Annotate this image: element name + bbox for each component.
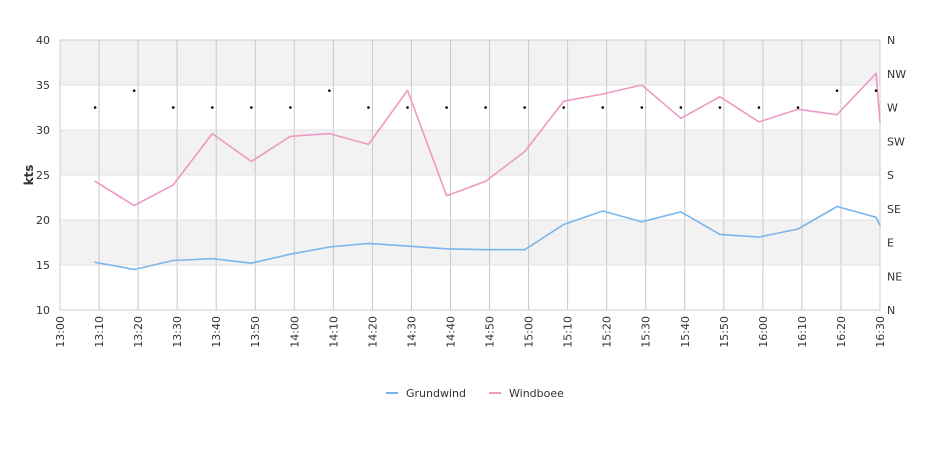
direction-tick-label: NW: [887, 68, 906, 81]
direction-marker: [367, 106, 370, 109]
series-line-grundwind: [94, 205, 881, 271]
direction-tick-label: S: [887, 169, 894, 182]
direction-tick-label: E: [887, 237, 894, 250]
x-tick-label: 13:10: [93, 316, 106, 348]
left-axis-ticks: 10 15 20 25 30 35 40: [36, 34, 50, 317]
x-tick-label: 16:00: [757, 316, 770, 348]
legend-item-grundwind[interactable]: Grundwind: [386, 387, 466, 400]
direction-tick-label: N: [887, 304, 895, 317]
direction-marker: [250, 106, 253, 109]
x-tick-label: 14:50: [484, 316, 497, 348]
plot-band: [60, 40, 880, 85]
plot-band: [60, 220, 880, 265]
y-tick-label: 30: [36, 124, 50, 137]
direction-marker: [874, 89, 878, 92]
direction-marker: [523, 106, 526, 109]
direction-marker: [601, 106, 605, 109]
plot-border: [59, 39, 881, 311]
x-tick-label: 15:20: [601, 316, 614, 348]
x-tick-label: 15:00: [523, 316, 536, 348]
legend-item-windboee[interactable]: Windboee: [489, 387, 564, 400]
direction-marker: [406, 106, 409, 109]
legend-label: Windboee: [509, 387, 564, 400]
x-tick-label: 13:30: [171, 316, 184, 348]
direction-marker: [562, 106, 566, 109]
direction-tick-label: SW: [887, 135, 905, 148]
x-tick-label: 13:40: [210, 316, 223, 348]
x-tick-label: 13:00: [54, 316, 67, 348]
direction-marker: [835, 89, 839, 92]
legend-label: Grundwind: [406, 387, 466, 400]
direction-marker: [171, 106, 175, 109]
x-tick-label: 15:10: [562, 316, 575, 348]
x-tick-label: 14:00: [288, 316, 301, 348]
plot-band: [60, 85, 880, 130]
direction-marker: [484, 106, 487, 109]
y-tick-label: 25: [36, 169, 50, 182]
x-tick-label: 16:30: [874, 316, 887, 348]
direction-tick-label: NE: [887, 270, 902, 283]
y-tick-label: 20: [36, 214, 50, 227]
direction-marker: [328, 89, 331, 92]
plot-band: [60, 130, 880, 175]
direction-marker: [289, 106, 292, 109]
x-tick-label: 15:50: [718, 316, 731, 348]
y-tick-label: 15: [36, 259, 50, 272]
direction-marker: [718, 106, 722, 109]
plot-band: [60, 175, 880, 220]
direction-marker: [796, 106, 800, 109]
x-tick-label: 14:20: [366, 316, 379, 348]
direction-marker: [640, 106, 644, 109]
plot-bands: [60, 40, 880, 310]
x-tick-label: 16:20: [835, 316, 848, 348]
x-tick-label: 14:40: [444, 316, 457, 348]
y-axis-label: kts: [22, 165, 36, 186]
right-axis-ticks: N NE E SE S SW W NW N: [887, 34, 906, 317]
direction-marker: [210, 106, 214, 109]
x-tick-label: 13:20: [132, 316, 145, 348]
x-tick-label: 13:50: [249, 316, 262, 348]
x-tick-label: 14:30: [405, 316, 418, 348]
direction-tick-label: W: [887, 102, 898, 115]
x-tick-label: 16:10: [796, 316, 809, 348]
direction-marker: [679, 106, 683, 109]
x-tick-label: 14:10: [327, 316, 340, 348]
direction-marker: [93, 106, 97, 109]
y-tick-label: 40: [36, 34, 50, 47]
x-tick-label: 15:40: [679, 316, 692, 348]
direction-markers: [93, 89, 878, 109]
y-tick-label: 10: [36, 304, 50, 317]
direction-tick-label: N: [887, 34, 895, 47]
series-layer: [94, 72, 881, 271]
x-axis-ticks: 13:00 13:10 13:20 13:30 13:40 13:50 14:00 14:10…: [54, 316, 887, 348]
series-line-windboee: [94, 72, 881, 207]
plot-band: [60, 265, 880, 310]
direction-marker: [757, 106, 761, 109]
x-tick-label: 15:30: [640, 316, 653, 348]
legend[interactable]: Grundwind Windboee: [386, 387, 564, 400]
y-tick-label: 35: [36, 79, 50, 92]
direction-marker: [132, 89, 136, 92]
direction-tick-label: SE: [887, 203, 901, 216]
direction-marker: [445, 106, 448, 109]
